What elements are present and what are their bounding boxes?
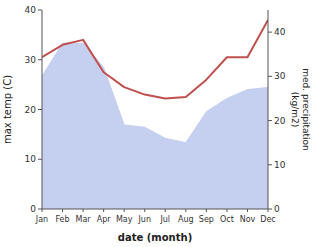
x-tick xyxy=(247,209,248,212)
y2-tick xyxy=(268,32,272,33)
y2-axis-label-line: med. precipitation xyxy=(301,68,311,150)
chart: 0 10 20 30 40 0 10 20 30 40 Jan Feb Mar Apr May Jun Jul A… xyxy=(0,0,318,247)
x-tick-label: Apr xyxy=(97,215,112,224)
x-tick-label: Jun xyxy=(137,215,151,224)
y2-tick xyxy=(268,209,272,210)
y2-axis-line xyxy=(268,10,269,209)
x-tick xyxy=(62,209,63,212)
y-tick-label: 20 xyxy=(25,105,37,115)
x-tick xyxy=(144,209,145,212)
x-tick-label: Dec xyxy=(260,215,275,224)
x-tick xyxy=(124,209,125,212)
y2-axis-label: med. precipitation(kg/m2) xyxy=(290,68,311,150)
x-tick xyxy=(206,209,207,212)
x-axis-line xyxy=(42,209,268,210)
x-tick xyxy=(83,209,84,212)
plot-area xyxy=(42,20,268,209)
y2-tick-label: 0 xyxy=(274,204,280,214)
y-axis-label: max temp (C) xyxy=(2,75,13,144)
x-tick-label: Mar xyxy=(76,215,92,224)
y-tick-label: 40 xyxy=(25,5,37,15)
x-tick-label: Jan xyxy=(35,215,48,224)
x-tick xyxy=(42,209,43,212)
x-tick-label: Sep xyxy=(199,215,214,224)
y-tick-label: 10 xyxy=(25,154,37,164)
y-tick xyxy=(38,109,42,110)
y-tick xyxy=(38,159,42,160)
x-tick xyxy=(103,209,104,212)
x-tick-label: Feb xyxy=(55,215,69,224)
y2-tick xyxy=(268,76,272,77)
y-tick-label: 0 xyxy=(30,204,36,214)
x-tick-label: Aug xyxy=(178,215,194,224)
y2-tick xyxy=(268,164,272,165)
y-tick xyxy=(38,10,42,11)
x-tick-label: Nov xyxy=(240,215,256,224)
x-tick xyxy=(165,209,166,212)
line xyxy=(42,20,268,99)
x-tick xyxy=(226,209,227,212)
x-tick-label: May xyxy=(116,215,133,224)
y-tick xyxy=(38,209,42,210)
y2-tick xyxy=(268,120,272,121)
x-tick xyxy=(268,209,269,212)
area-fill xyxy=(42,43,268,209)
y2-tick-label: 10 xyxy=(274,160,286,170)
y2-tick-label: 30 xyxy=(274,71,286,81)
y-tick-label: 30 xyxy=(25,55,37,65)
x-tick-label: Oct xyxy=(220,215,234,224)
y2-axis-label-line: (kg/m2) xyxy=(290,92,300,127)
x-tick-label: Jul xyxy=(159,215,170,224)
y-tick xyxy=(38,59,42,60)
x-tick xyxy=(185,209,186,212)
y2-tick-label: 40 xyxy=(274,27,286,37)
x-axis-label: date (month) xyxy=(118,232,192,243)
y2-tick-label: 20 xyxy=(274,116,286,126)
